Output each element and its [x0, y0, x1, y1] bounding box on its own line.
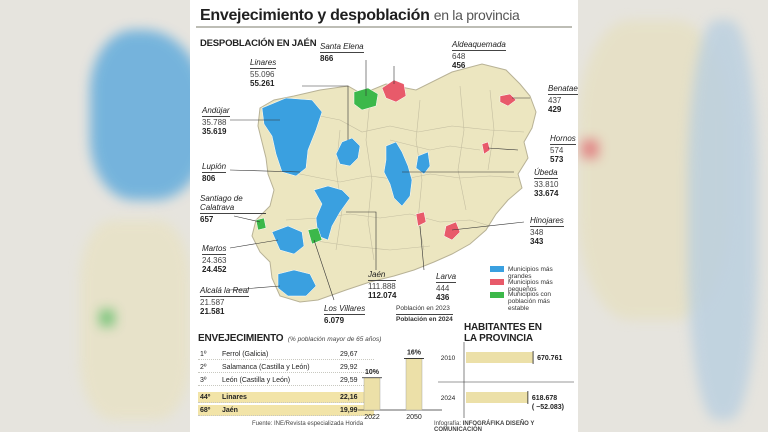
label-martos: Martos 24.363 24.452 — [202, 244, 227, 274]
aging-bar-label: 10% — [365, 369, 380, 376]
background-blur-left — [0, 0, 190, 432]
aging-note: (% población mayor de 65 años) — [287, 336, 382, 343]
footer-credit-prefix: Infografía: — [434, 421, 462, 427]
infographic-card: Envejecimiento y despoblación en la prov… — [190, 0, 578, 432]
inhabitants-title-line1: HABITANTES EN — [464, 322, 542, 333]
legend-label-large: Municipios más grandes — [508, 266, 553, 280]
blurred-map-region — [90, 30, 190, 200]
table-row: 1º Ferrol (Galicia) 29,67 — [198, 349, 374, 360]
title-bar: Envejecimiento y despoblación en la prov… — [196, 4, 572, 28]
inhabitants-delta: ( −52.083) — [532, 404, 564, 411]
blurred-map-region — [100, 310, 114, 326]
aging-bar — [405, 358, 423, 411]
inhabitants-bar — [466, 352, 534, 363]
legend-swatch-stable — [490, 292, 504, 298]
table-row: 3º León (Castilla y León) 29,59 — [198, 375, 374, 386]
aging-bar-year: 2022 — [364, 414, 380, 421]
label-santiago-de-calatrava: Santiago de Calatrava 657 — [200, 194, 266, 224]
inhabitants-year: 2010 — [441, 355, 456, 362]
aging-header: ENVEJECIMIENTO (% población mayor de 65 … — [198, 328, 381, 346]
municipality-ubeda-east — [415, 151, 431, 175]
title-text: Envejecimiento y despoblación — [200, 7, 430, 24]
municipality-linares — [335, 137, 361, 167]
municipality-santa-elena — [353, 87, 379, 111]
label-linares: Linares 55.096 55.261 — [250, 58, 277, 88]
inhabitants-title-line2: LA PROVINCIA — [464, 333, 533, 344]
inhabitants-bar — [466, 392, 528, 403]
table-row: 2º Salamanca (Castilla y León) 29,92 — [198, 362, 374, 373]
table-row: 68º Jaén 19,99 — [198, 405, 374, 416]
footer-source: Fuente: INE/Revista especializada Horida — [252, 421, 364, 427]
aging-bar — [363, 377, 381, 411]
blurred-map-region — [582, 140, 598, 158]
label-andujar: Andújar 35.788 35.619 — [202, 106, 230, 136]
label-santa-elena: Santa Elena 866 — [320, 42, 364, 63]
aging-title: ENVEJECIMIENTO — [198, 333, 284, 344]
label-alcala-la-real: Alcalá la Real 21.587 21.581 — [200, 286, 249, 316]
municipality-ubeda — [383, 141, 413, 207]
legend-swatch-small — [490, 279, 504, 285]
label-hornos: Hornos 574 573 — [550, 134, 576, 164]
aging-bar-label: 16% — [407, 349, 422, 356]
municipality-martos — [271, 225, 305, 255]
province-map — [229, 60, 537, 303]
blurred-map-region — [80, 220, 190, 420]
page-title: Envejecimiento y despoblación en la prov… — [200, 7, 520, 25]
leader-lines — [229, 60, 530, 301]
inhabitants-year: 2024 — [441, 395, 456, 402]
municipality-andujar — [261, 97, 323, 177]
inhabitants-bar-chart: 2010 670.761 2024 618.678 ( −52.083) — [438, 342, 574, 418]
map-section-title: DESPOBLACIÓN EN JAÉN — [200, 38, 317, 49]
blurred-map-region — [688, 20, 758, 420]
footer-credit: Infografía: INFOGRÁFIKA DISEÑO Y COMUNIC… — [434, 421, 578, 432]
label-los-villares: Los Villares 6.079 — [324, 304, 366, 325]
municipality-larva — [415, 211, 427, 227]
subtitle-text: en la provincia — [433, 7, 520, 23]
label-aldeaquemada: Aldeaquemada 648 456 — [452, 40, 506, 70]
label-ubeda: Úbeda 33.810 33.674 — [534, 168, 559, 198]
legend-label-small: Municipios más pequeños — [508, 279, 553, 293]
municipality-los-villares — [307, 227, 323, 245]
inhabitants-title: HABITANTES EN LA PROVINCIA — [464, 322, 542, 344]
aging-bar-year: 2050 — [406, 414, 422, 421]
legend-pop-2023: Población en 2023 — [396, 305, 450, 312]
municipality-santiago-de-calatrava — [255, 217, 267, 231]
aging-bar-chart: 10% 2022 16% 2050 — [358, 349, 442, 421]
municipality-hornos — [481, 141, 491, 155]
label-larva: Larva 444 436 — [436, 272, 457, 302]
table-row: 44º Linares 22,16 — [198, 392, 374, 403]
background-blur-right — [578, 0, 768, 432]
municipality-hinojares — [443, 221, 461, 241]
inhabitants-value: 670.761 — [537, 355, 562, 362]
legend-swatch-large — [490, 266, 504, 272]
municipality-alcala-la-real — [277, 269, 317, 297]
label-hinojares: Hinojares 348 343 — [530, 216, 564, 246]
label-lupion: Lupión 806 — [202, 162, 227, 183]
municipality-jaen — [313, 185, 351, 241]
municipality-benatae — [499, 93, 517, 107]
label-jaen: Jaén 111.888 112.074 — [368, 270, 397, 300]
label-benatae: Benatae 437 429 — [548, 84, 578, 114]
inhabitants-value: 618.678 — [532, 395, 557, 402]
footer-credit-name: INFOGRÁFIKA DISEÑO Y COMUNICACIÓN — [434, 421, 535, 432]
legend-pop-2024: Población en 2024 — [396, 314, 453, 323]
legend-label-stable: Municipios con población más estable — [508, 291, 551, 312]
